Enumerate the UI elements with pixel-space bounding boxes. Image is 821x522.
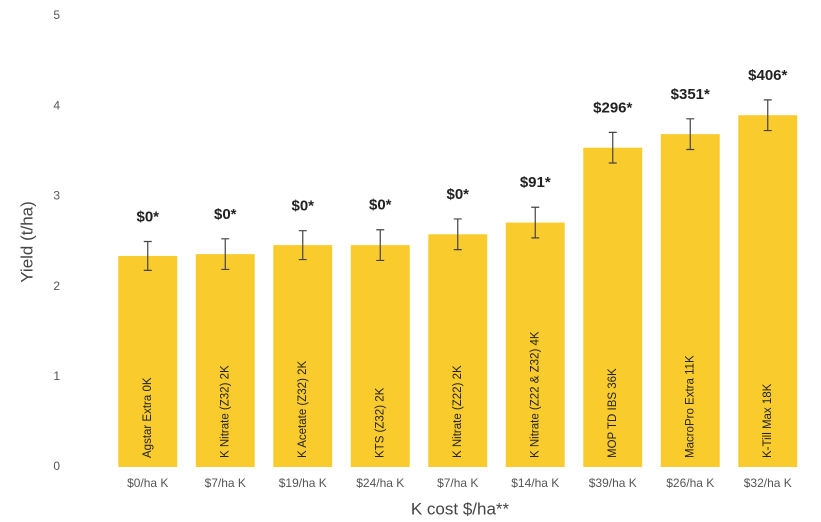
bar-label: K-Till Max 18K	[762, 383, 774, 458]
bar-annotation: $91*	[520, 174, 551, 191]
error-bar	[531, 206, 540, 239]
x-tick-label: $24/ha K	[356, 476, 404, 490]
error-bar	[376, 229, 385, 262]
bar-label: Agstar Extra 0K	[142, 377, 154, 458]
bar-annotation: $351*	[671, 86, 710, 103]
y-tick-label: 3	[53, 189, 60, 203]
error-bar	[298, 230, 307, 261]
bar-annotation: $406*	[748, 67, 787, 84]
bar-annotation: $0*	[369, 197, 392, 214]
x-tick-label: $26/ha K	[666, 476, 714, 490]
bar	[195, 254, 255, 467]
bar	[350, 245, 410, 467]
bar-annotation: $0*	[446, 186, 469, 203]
bar-label: K Nitrate (Z22) 2K	[452, 365, 464, 458]
y-tick-label: 0	[53, 459, 60, 473]
error-bar	[763, 99, 772, 132]
x-tick-label: $32/ha K	[744, 476, 792, 490]
error-bar	[143, 240, 152, 271]
x-tick-label: $7/ha K	[205, 476, 246, 490]
y-tick-label: 2	[53, 279, 60, 293]
x-tick-label: $0/ha K	[127, 476, 168, 490]
bar-annotation: $0*	[136, 208, 159, 225]
bar-label: KTS (Z32) 2K	[374, 387, 386, 458]
bar-label: K Nitrate (Z22 & Z32) 4K	[529, 331, 541, 458]
x-tick-label: $19/ha K	[279, 476, 327, 490]
bar	[273, 245, 333, 467]
error-bar	[221, 238, 230, 271]
bar-annotation: $0*	[214, 206, 237, 223]
y-tick-label: 5	[53, 8, 60, 22]
error-bar	[608, 131, 617, 164]
x-tick-label: $14/ha K	[511, 476, 559, 490]
y-axis-title: Yield (t/ha)	[17, 201, 36, 283]
bar	[738, 115, 798, 467]
x-tick-label: $39/ha K	[589, 476, 637, 490]
error-bar	[686, 118, 695, 151]
bar	[505, 222, 565, 467]
bar-label: MOP TD IBS 36K	[607, 368, 619, 458]
bar-annotation: $0*	[291, 198, 314, 215]
bar-label: MacroPro Extra 11K	[684, 355, 696, 458]
bar	[118, 255, 178, 467]
bar-label: K Nitrate (Z32) 2K	[219, 365, 231, 458]
x-tick-label: $7/ha K	[437, 476, 478, 490]
bar	[583, 147, 643, 467]
bar-label: K Acetate (Z32) 2K	[297, 361, 309, 458]
y-tick-label: 1	[53, 369, 60, 383]
bar-annotation: $296*	[593, 99, 632, 116]
error-bar	[453, 218, 462, 251]
bar	[660, 134, 720, 468]
bar	[428, 234, 488, 467]
x-axis-title: K cost $/ha**	[411, 499, 510, 518]
y-tick-label: 4	[53, 98, 60, 112]
